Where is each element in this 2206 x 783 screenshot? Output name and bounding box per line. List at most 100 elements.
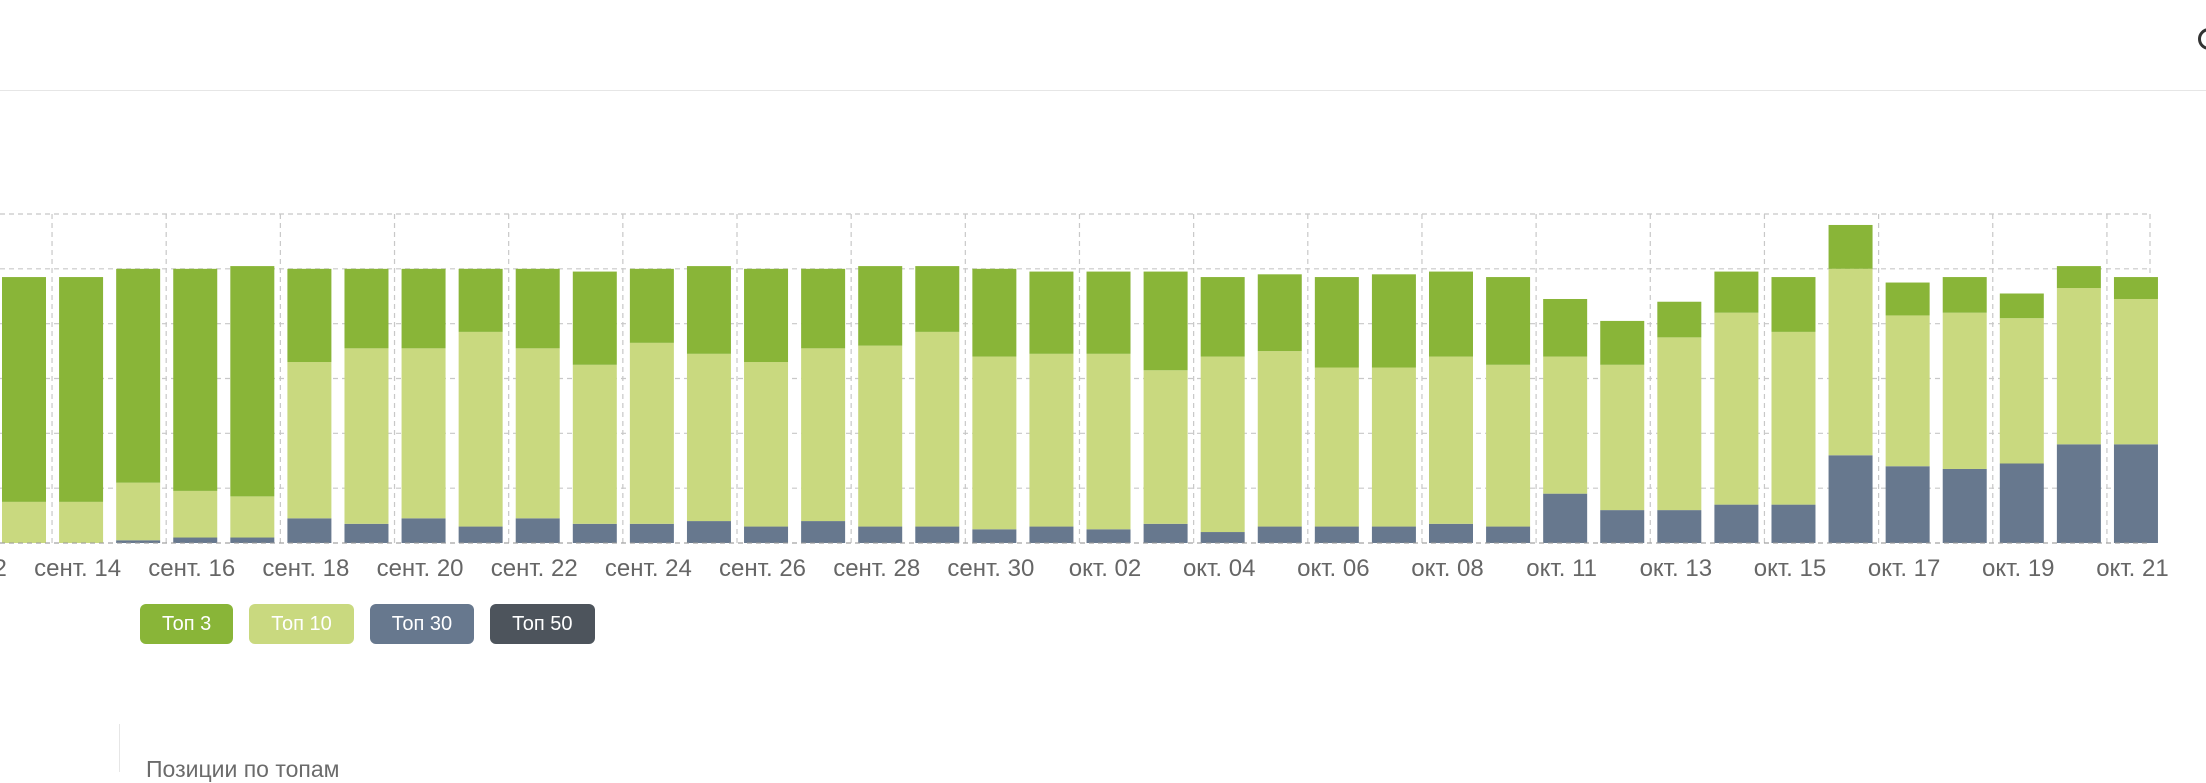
bar-segment[interactable] <box>116 268 161 483</box>
bar-segment[interactable] <box>287 518 332 543</box>
bar-segment[interactable] <box>1143 271 1188 371</box>
bar-segment[interactable] <box>801 268 846 349</box>
bar-segment[interactable] <box>572 364 617 524</box>
bar-segment[interactable] <box>1257 526 1302 543</box>
bar-segment[interactable] <box>1371 526 1416 543</box>
bar-segment[interactable] <box>287 268 332 363</box>
bar-segment[interactable] <box>1828 455 1873 543</box>
bar-segment[interactable] <box>1029 526 1074 543</box>
bar-segment[interactable] <box>1143 523 1188 543</box>
bar-segment[interactable] <box>59 277 104 502</box>
bar-segment[interactable] <box>1714 504 1759 543</box>
bar-segment[interactable] <box>1543 356 1588 494</box>
bar-segment[interactable] <box>458 526 503 543</box>
bar-segment[interactable] <box>1200 277 1245 357</box>
legend-item-top3[interactable]: Топ 3 <box>140 604 234 644</box>
bar-segment[interactable] <box>401 268 446 349</box>
bar-segment[interactable] <box>2056 266 2101 289</box>
bar-segment[interactable] <box>173 537 218 543</box>
bar-segment[interactable] <box>1486 526 1531 543</box>
bar-segment[interactable] <box>1029 353 1074 527</box>
bar-segment[interactable] <box>1257 351 1302 527</box>
bar-segment[interactable] <box>1942 312 1987 469</box>
bar-segment[interactable] <box>1771 277 1816 332</box>
bar-segment[interactable] <box>1885 466 1930 543</box>
bar-segment[interactable] <box>915 266 960 332</box>
bar-segment[interactable] <box>1828 268 1873 456</box>
bar-segment[interactable] <box>1828 224 1873 269</box>
bar-segment[interactable] <box>2113 277 2158 299</box>
bar-segment[interactable] <box>116 540 161 543</box>
bar-segment[interactable] <box>1486 364 1531 527</box>
legend-item-top30[interactable]: Топ 30 <box>369 604 475 644</box>
bar-segment[interactable] <box>629 268 674 343</box>
bar-segment[interactable] <box>629 523 674 543</box>
bar-segment[interactable] <box>1314 367 1359 527</box>
bar-segment[interactable] <box>744 526 789 543</box>
bar-segment[interactable] <box>401 348 446 519</box>
bar-segment[interactable] <box>230 266 275 497</box>
bar-segment[interactable] <box>1657 337 1702 511</box>
bar-segment[interactable] <box>1257 274 1302 352</box>
bar-segment[interactable] <box>1714 312 1759 505</box>
bar-segment[interactable] <box>1543 298 1588 357</box>
bar-segment[interactable] <box>1600 364 1645 511</box>
bar-segment[interactable] <box>1429 523 1473 543</box>
bar-segment[interactable] <box>1086 271 1131 354</box>
bar-segment[interactable] <box>1999 318 2044 464</box>
bar-segment[interactable] <box>1543 493 1588 543</box>
bar-segment[interactable] <box>1486 277 1531 365</box>
bar-segment[interactable] <box>1086 529 1131 543</box>
bar-segment[interactable] <box>458 268 503 332</box>
bar-segment[interactable] <box>1429 356 1473 524</box>
bar-segment[interactable] <box>1314 526 1359 543</box>
legend-item-top50[interactable]: Топ 50 <box>490 604 595 644</box>
bar-segment[interactable] <box>686 521 731 543</box>
bar-segment[interactable] <box>2113 444 2158 543</box>
bar-segment[interactable] <box>858 345 903 527</box>
bar-segment[interactable] <box>1371 367 1416 527</box>
bar-segment[interactable] <box>173 490 218 538</box>
bar-segment[interactable] <box>401 518 446 543</box>
bar-segment[interactable] <box>1885 282 1930 316</box>
bar-segment[interactable] <box>344 268 389 349</box>
bar-segment[interactable] <box>1200 532 1245 543</box>
bar-segment[interactable] <box>1999 463 2044 543</box>
bar-segment[interactable] <box>344 348 389 524</box>
bar-segment[interactable] <box>858 526 903 543</box>
bar-segment[interactable] <box>1771 504 1816 543</box>
bar-segment[interactable] <box>2113 298 2158 445</box>
bar-segment[interactable] <box>1714 271 1759 313</box>
bar-segment[interactable] <box>744 362 789 527</box>
bar-segment[interactable] <box>1657 510 1702 543</box>
bar-segment[interactable] <box>1600 510 1645 543</box>
bar-segment[interactable] <box>287 362 332 519</box>
legend-item-top10[interactable]: Топ 10 <box>249 604 354 644</box>
bar-segment[interactable] <box>1200 356 1245 533</box>
bar-segment[interactable] <box>2056 288 2101 445</box>
bar-segment[interactable] <box>116 482 161 541</box>
bar-segment[interactable] <box>744 268 789 363</box>
bar-segment[interactable] <box>1885 315 1930 467</box>
bar-segment[interactable] <box>801 521 846 543</box>
bar-segment[interactable] <box>1029 271 1074 354</box>
bar-segment[interactable] <box>1942 277 1987 313</box>
bar-segment[interactable] <box>458 331 503 527</box>
bar-segment[interactable] <box>1657 301 1702 338</box>
bar-segment[interactable] <box>686 353 731 522</box>
bar-segment[interactable] <box>1771 331 1816 505</box>
bar-segment[interactable] <box>515 268 560 349</box>
bar-segment[interactable] <box>2056 444 2101 543</box>
bar-segment[interactable] <box>1314 277 1359 368</box>
bar-segment[interactable] <box>2 501 46 543</box>
bar-segment[interactable] <box>1371 274 1416 368</box>
bar-segment[interactable] <box>972 356 1017 530</box>
bar-segment[interactable] <box>344 523 389 543</box>
bar-segment[interactable] <box>629 342 674 524</box>
bar-segment[interactable] <box>572 523 617 543</box>
bar-segment[interactable] <box>686 266 731 354</box>
bar-segment[interactable] <box>1942 468 1987 543</box>
bar-segment[interactable] <box>1429 271 1473 357</box>
bar-segment[interactable] <box>59 501 104 543</box>
bar-segment[interactable] <box>2 277 46 502</box>
